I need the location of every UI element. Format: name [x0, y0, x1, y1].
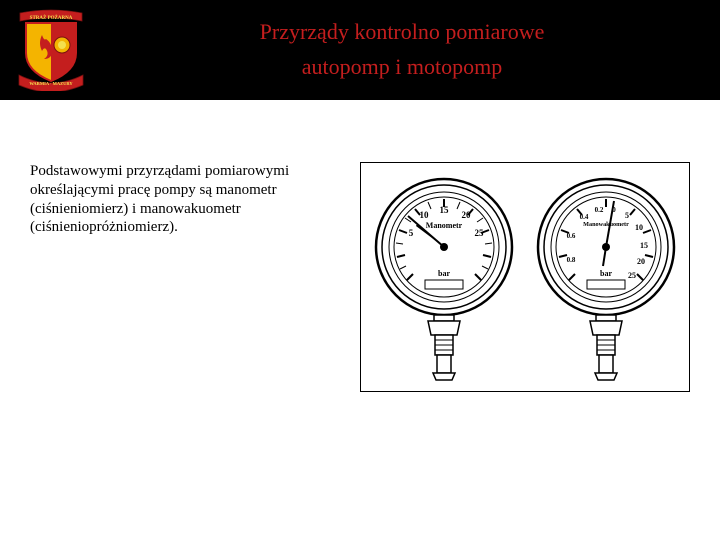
svg-text:0.4: 0.4: [579, 213, 588, 221]
svg-text:25: 25: [628, 271, 636, 280]
svg-text:5: 5: [408, 228, 413, 238]
svg-text:15: 15: [640, 241, 648, 250]
gauge-left-unit: bar: [438, 269, 450, 278]
gauge-left-label: Manometr: [425, 221, 462, 230]
gauge-right-label: Manowakuometr: [583, 221, 629, 228]
svg-text:STRAŻ POŻARNA: STRAŻ POŻARNA: [30, 15, 73, 21]
svg-text:20: 20: [461, 210, 471, 220]
svg-text:20: 20: [637, 257, 645, 266]
gauge-right-unit: bar: [600, 269, 612, 278]
body-text: Podstawowymi przyrządami pomiarowymi okr…: [30, 162, 350, 392]
slide-title: Przyrządy kontrolno pomiarowe autopomp i…: [88, 18, 706, 81]
svg-text:10: 10: [419, 210, 429, 220]
gauges-figure: 5 10 15 20 25 Manometr bar: [360, 162, 690, 392]
svg-text:0.2: 0.2: [594, 206, 603, 214]
header-bar: STRAŻ POŻARNA WARMIA · MAZURY Przyrządy …: [0, 0, 720, 100]
title-line-1: Przyrządy kontrolno pomiarowe: [98, 18, 706, 47]
manometer-gauge: 5 10 15 20 25 Manometr bar: [367, 172, 522, 382]
svg-text:15: 15: [439, 205, 449, 215]
manowakuometer-gauge: 0.8 0.6 0.4 0.2 0 5 10 15 20 25 Manowaku…: [529, 172, 684, 382]
svg-text:0.6: 0.6: [566, 232, 575, 240]
svg-text:25: 25: [474, 228, 484, 238]
svg-text:0.8: 0.8: [566, 256, 575, 264]
fire-brigade-logo: STRAŻ POŻARNA WARMIA · MAZURY: [14, 9, 88, 91]
svg-text:10: 10: [635, 223, 643, 232]
svg-text:5: 5: [625, 211, 629, 220]
title-line-2: autopomp i motopomp: [98, 53, 706, 82]
content-area: Podstawowymi przyrządami pomiarowymi okr…: [0, 100, 720, 392]
svg-text:WARMIA · MAZURY: WARMIA · MAZURY: [29, 81, 73, 86]
